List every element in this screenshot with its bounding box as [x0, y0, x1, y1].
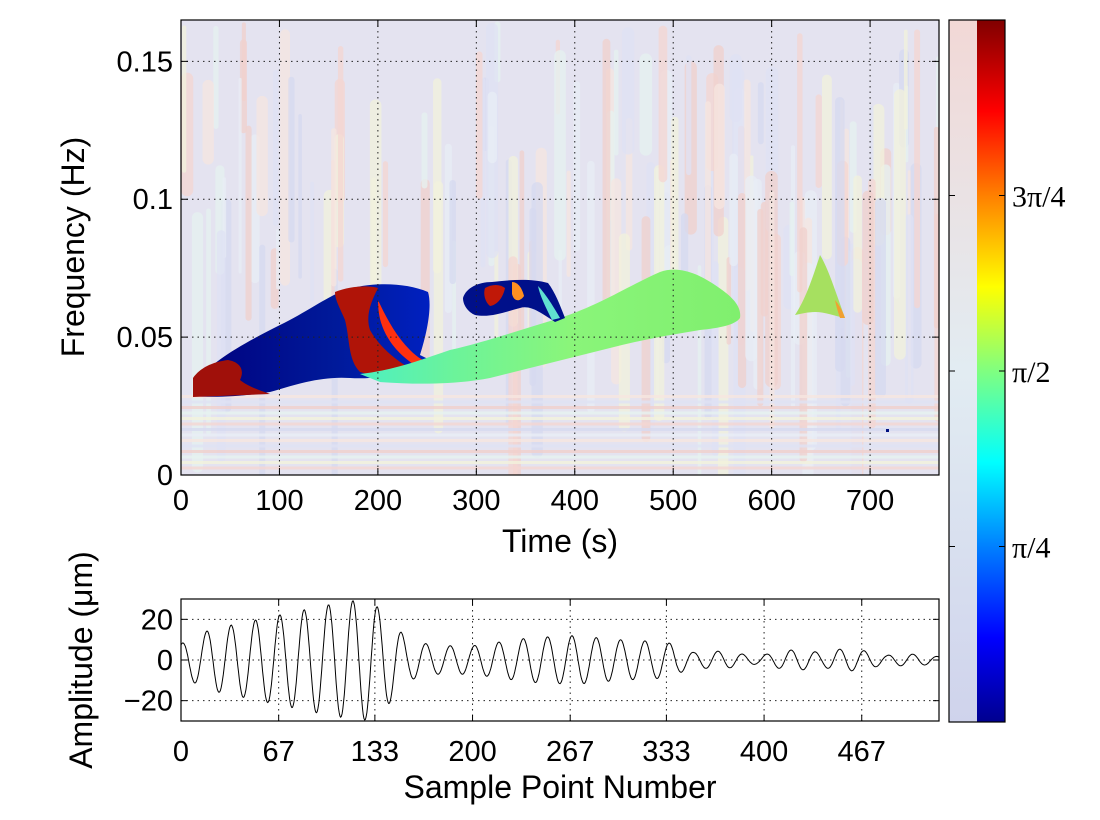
heatmap-xtick-label: 0: [173, 485, 189, 517]
small-blob-red: [484, 285, 505, 306]
signal-ytick-label: 0: [157, 645, 173, 677]
signal-xtick-label: 467: [838, 736, 886, 768]
high-phase-patch-left: [193, 360, 270, 397]
colorbar-ticks: π/4 π/2 3π/4: [949, 181, 1065, 565]
signal-series-line: [181, 599, 939, 721]
heatmap-axes-frame: [180, 19, 940, 476]
signal-grid: [181, 599, 939, 721]
heatmap-ytick-label: 0.15: [117, 46, 173, 78]
signal-xlabel: Sample Point Number: [403, 769, 716, 805]
signal-xtick-label: 333: [642, 736, 690, 768]
signal-xtick-label: 200: [448, 736, 496, 768]
heatmap-xtick-label: 600: [747, 485, 795, 517]
speck-mark: [886, 429, 889, 432]
signal-xtick-label: 267: [546, 736, 594, 768]
colorbar-tick-label: π/2: [1012, 356, 1050, 389]
heatmap-xtick-label: 500: [649, 485, 697, 517]
heatmap-xtick-label: 200: [354, 485, 402, 517]
heatmap-ytick-label: 0: [157, 460, 173, 492]
signal-ytick-label: 20: [141, 604, 173, 636]
right-phase-peak: [795, 255, 845, 318]
colorbar-tick-label: 3π/4: [1012, 181, 1065, 214]
heatmap-ytick-label: 0.1: [133, 184, 173, 216]
heatmap-ylabel: Frequency (Hz): [55, 137, 91, 358]
heatmap-xtick-label: 100: [255, 485, 303, 517]
signal-xtick-label: 0: [173, 736, 189, 768]
right-phase-peak-edge: [835, 300, 845, 318]
colorbar-tick-label: π/4: [1012, 532, 1050, 565]
signal-xtick-label: 67: [263, 736, 295, 768]
heatmap-xlabel: Time (s): [502, 523, 618, 559]
high-phase-patch-mid: [335, 286, 410, 376]
heatmap-panel: 0 100 200 300 400 500 600 700 0 0.05 0.1 0.15 Time …: [55, 19, 940, 559]
colorbar: π/4 π/2 3π/4: [948, 19, 1065, 723]
heatmap-background-texture: [181, 21, 939, 475]
signal-ytick-label: −20: [124, 686, 173, 718]
signal-ylabel: Amplitude (μm): [63, 551, 99, 769]
small-blob-orange: [512, 282, 524, 301]
signal-xtick-label: 133: [351, 736, 399, 768]
signal-plot-area: [181, 599, 939, 721]
heatmap-image: [181, 20, 939, 475]
small-blob-cyan: [538, 286, 560, 320]
mid-phase-region: [360, 269, 741, 384]
signal-xtick-label: 400: [740, 736, 788, 768]
heatmap-ytick-label: 0.05: [117, 322, 173, 354]
heatmap-xtick-label: 300: [452, 485, 500, 517]
heatmap-xtick-label: 700: [846, 485, 894, 517]
heatmap-xtick-label: 400: [551, 485, 599, 517]
heatmap-ticks: 0 100 200 300 400 500 600 700 0 0.05 0.1 0.15: [117, 20, 939, 517]
